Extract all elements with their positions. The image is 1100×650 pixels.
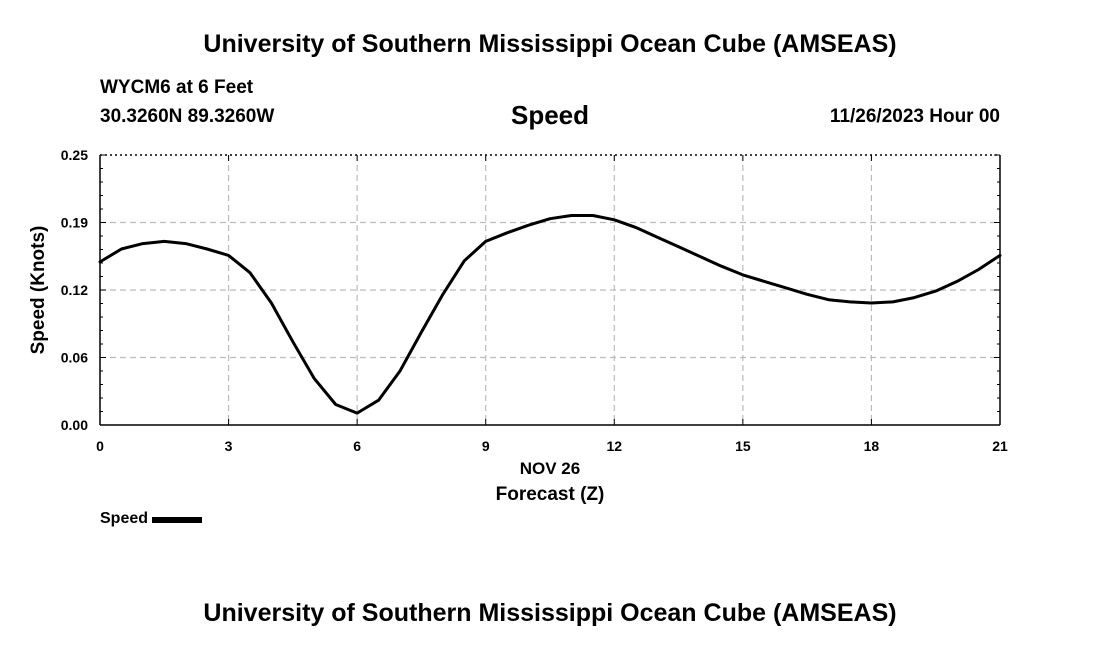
x-axis-label: Forecast (Z) [496,484,605,505]
x-tick-label: 9 [482,438,490,454]
y-tick-label: 0.06 [61,350,88,366]
legend: Speed [100,510,203,528]
forecast-datetime: 11/26/2023 Hour 00 [829,106,1000,127]
x-tick-label: 21 [992,438,1008,454]
coordinates-label: 30.3260N 89.3260W [100,106,275,127]
legend-label: Speed [100,510,149,527]
series-layer [98,214,1002,415]
axes-layer [99,154,1001,426]
y-tick-label: 0.00 [61,417,88,433]
y-tick-label: 0.25 [61,147,88,163]
x-tick-label: 6 [353,438,361,454]
chart-footer-title: University of Southern Mississippi Ocean… [203,599,897,627]
y-axis-label: Speed (Knots) [28,226,49,355]
x-tick-label: 3 [225,438,233,454]
station-label: WYCM6 at 6 Feet [100,77,254,98]
x-tick-label: 12 [606,438,622,454]
legend-swatch [152,517,203,523]
x-axis-sublabel: NOV 26 [520,459,580,478]
labels-layer: 0.00 0.06 0.12 0.19 0.25 0 3 6 9 12 15 18 21 NOV 26 Fo… [28,147,1008,505]
chart-header-title: University of Southern Mississippi Ocean… [203,30,897,58]
x-tick-label: 18 [864,438,880,454]
chart-title: Speed [510,100,590,130]
x-tick-label: 0 [96,438,104,454]
y-tick-label: 0.12 [61,282,88,298]
y-tick-label: 0.19 [61,215,88,231]
speed-series-line [98,214,1002,415]
x-tick-label: 15 [735,438,751,454]
grid-layer [100,155,1000,425]
